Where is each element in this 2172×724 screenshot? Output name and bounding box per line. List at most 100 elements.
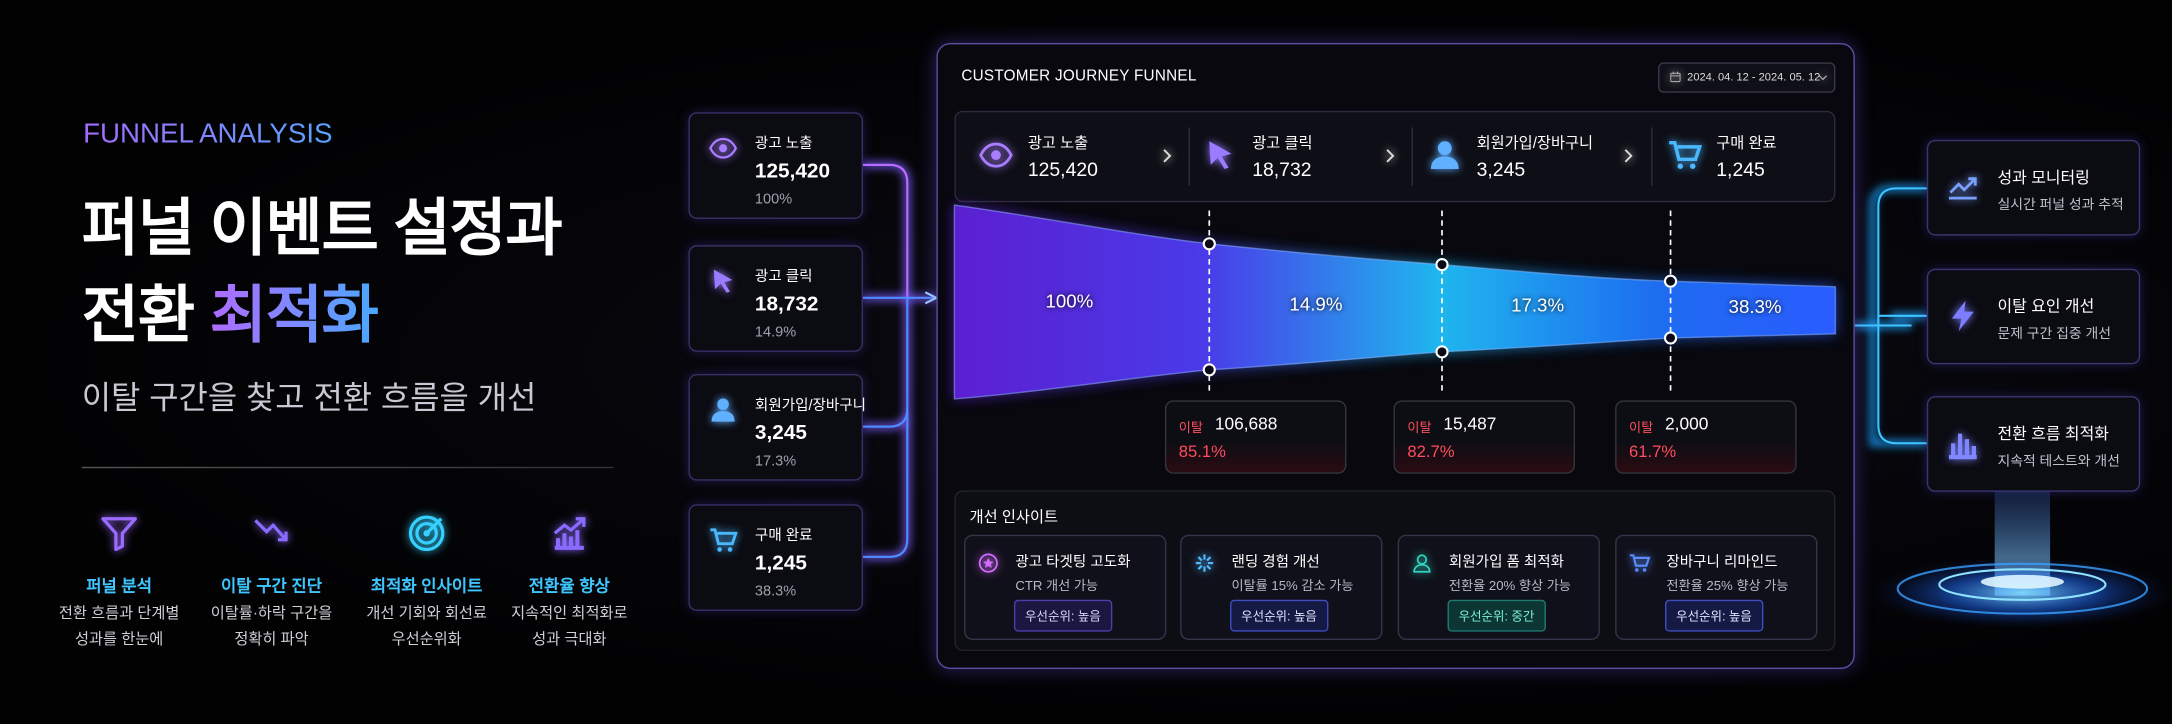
stage-share: 100% <box>754 191 793 208</box>
feature-desc: 지속적인 최적화로 <box>511 605 628 622</box>
insight-desc: CTR 개선 가능 <box>1015 579 1099 595</box>
chev-icon <box>1624 149 1633 163</box>
insight-desc: 이탈률 15% 감소 가능 <box>1231 579 1354 595</box>
panel-title: CUSTOMER JOURNEY FUNNEL <box>961 67 1197 85</box>
dropoff-label: 이탈 <box>1407 421 1432 437</box>
feature-title: 퍼널 분석 <box>86 576 153 596</box>
insights-title: 개선 인사이트 <box>969 509 1058 527</box>
stage-share: 14.9% <box>754 324 797 341</box>
insight-card <box>1397 534 1600 640</box>
feature-desc: 개선 기회와 회선료 <box>366 605 487 622</box>
insight-title: 광고 타겟팅 고도화 <box>1015 554 1131 571</box>
feature-title: 최적화 인사이트 <box>370 576 483 596</box>
step-count: 1,245 <box>1716 157 1765 181</box>
title-line-2: 전환 최적화 <box>81 265 379 355</box>
insight-title: 회원가입 폼 최적화 <box>1448 554 1565 571</box>
stage-label: 회원가입/장바구니 <box>754 397 867 415</box>
funnel-rate: 17.3% <box>1511 295 1565 316</box>
dropoff-rate: 85.1% <box>1178 441 1226 462</box>
feature-desc: 정확히 파악 <box>234 631 309 649</box>
funnel-icon <box>101 517 137 552</box>
user-icon <box>1430 141 1459 169</box>
cart-icon <box>1629 554 1651 572</box>
chev-icon <box>1163 149 1172 163</box>
insight-priority: 우선순위: 높음 <box>1013 599 1112 632</box>
stage-share: 38.3% <box>754 583 797 600</box>
stage-label: 구매 완료 <box>754 527 813 545</box>
step-label: 광고 클릭 <box>1252 135 1313 153</box>
dropoff-card <box>1615 400 1797 474</box>
funnel-rate: 38.3% <box>1728 296 1782 318</box>
star-icon <box>978 553 998 573</box>
feature-desc: 우선순위화 <box>391 631 462 649</box>
feature-desc: 성과를 한눈에 <box>74 631 164 649</box>
outcome-title: 이탈 요인 개선 <box>1997 299 2095 316</box>
stage-count: 125,420 <box>754 159 831 183</box>
step-count: 3,245 <box>1476 157 1526 181</box>
date-picker <box>1658 62 1836 93</box>
insight-desc: 전환율 20% 향상 가능 <box>1448 579 1571 595</box>
title-highlight: 최적화 <box>209 279 379 351</box>
funnel-rate: 100% <box>1045 290 1094 312</box>
outcome-card <box>1926 396 2141 492</box>
stage-card <box>688 112 863 219</box>
step-count: 18,732 <box>1252 157 1312 181</box>
insight-title: 랜딩 경험 개선 <box>1231 554 1320 571</box>
barsup-icon <box>553 517 586 550</box>
chev-icon <box>1818 75 1828 81</box>
steps-bar <box>954 110 1836 203</box>
dropoff-label: 이탈 <box>1628 421 1654 437</box>
outcome-desc: 문제 구간 집중 개선 <box>1997 326 2111 343</box>
stage-card <box>688 374 863 481</box>
insight-priority: 우선순위: 중간 <box>1447 599 1546 632</box>
funnel-rate: 14.9% <box>1289 293 1343 315</box>
stage-count: 3,245 <box>754 421 807 445</box>
form-icon <box>1413 554 1431 573</box>
title-text: 전환 <box>81 279 195 351</box>
bars-icon <box>1948 433 1977 460</box>
chev-icon <box>1386 149 1395 163</box>
insight-desc: 전환율 25% 향상 가능 <box>1666 579 1789 595</box>
cursor-icon <box>713 269 733 293</box>
insight-title: 장바구니 리마인드 <box>1666 554 1778 571</box>
user-icon <box>711 398 735 422</box>
eye-icon <box>709 137 738 159</box>
stage-share: 17.3% <box>754 452 797 470</box>
outcome-desc: 지속적 테스트와 개선 <box>1997 454 2120 470</box>
target-icon <box>408 515 445 552</box>
feature-desc: 성과 극대화 <box>532 631 607 649</box>
cursor-icon <box>1209 141 1232 169</box>
step-label: 광고 노출 <box>1027 135 1089 153</box>
spark-icon <box>1195 554 1214 572</box>
cart-icon <box>1669 140 1703 169</box>
outcome-title: 성과 모니터링 <box>1997 170 2090 188</box>
dropoff-card <box>1164 400 1347 474</box>
dropoff-label: 이탈 <box>1178 421 1204 437</box>
insight-priority: 우선순위: 높음 <box>1230 599 1328 632</box>
stage-count: 1,245 <box>754 551 807 575</box>
feature-desc: 이탈률·하락 구간을 <box>210 605 333 622</box>
bolt-icon <box>1951 300 1974 332</box>
dropoff-count: 15,487 <box>1443 414 1497 434</box>
eyebrow: FUNNEL ANALYSIS <box>83 119 333 150</box>
step-label: 회원가입/장바구니 <box>1476 135 1594 153</box>
step-divider <box>1411 127 1413 186</box>
trend-icon <box>1948 177 1977 200</box>
dropoff-count: 106,688 <box>1214 414 1278 434</box>
dropoff-rate: 82.7% <box>1407 441 1455 462</box>
feature-title: 전환율 향상 <box>528 576 610 596</box>
dropoff-count: 2,000 <box>1665 414 1709 434</box>
divider <box>81 466 614 469</box>
insight-priority: 우선순위: 높음 <box>1665 599 1763 632</box>
dropoff-card <box>1393 400 1575 474</box>
cart-icon <box>710 528 738 552</box>
title-line-1: 퍼널 이벤트 설정과 <box>81 192 563 264</box>
step-divider <box>1651 127 1653 186</box>
down-icon <box>254 519 288 542</box>
stage-count: 18,732 <box>754 292 819 316</box>
step-count: 125,420 <box>1027 157 1098 181</box>
outcome-title: 전환 흐름 최적화 <box>1997 426 2109 444</box>
